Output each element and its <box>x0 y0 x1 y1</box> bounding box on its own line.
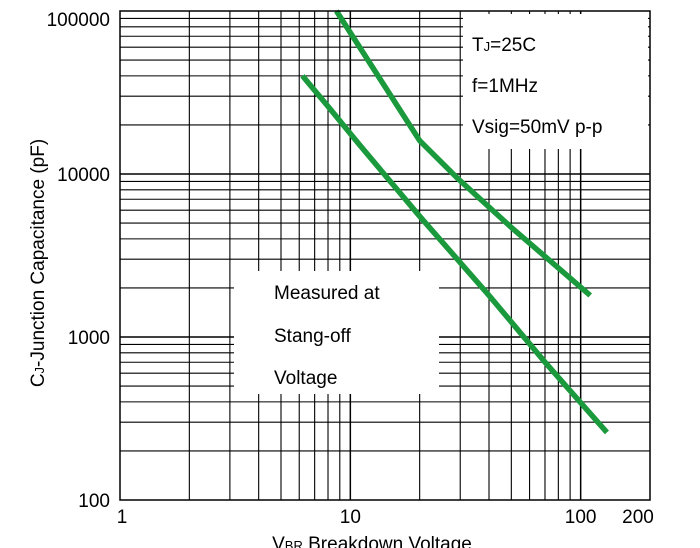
measured-box <box>234 271 439 394</box>
x-tick-label: 1 <box>117 507 128 528</box>
y-tick-label: 100000 <box>47 10 110 31</box>
annotation-frequency: f=1MHz <box>472 76 538 97</box>
x-tick-label: 10 <box>340 507 361 528</box>
annotation-measured-line-2: Stang-off <box>274 326 351 347</box>
annotation-tj: TJ=25C <box>472 35 536 56</box>
y-axis-title: CJ-Junction Capacitance (pF) <box>28 139 49 387</box>
annotation-vsig: Vsig=50mV p-p <box>472 117 602 138</box>
series-group <box>300 9 609 435</box>
x-axis-title-rest: Breakdown Voltage <box>303 534 472 548</box>
annotation-tj-main: T <box>472 35 484 56</box>
plot-frame <box>119 10 651 501</box>
x-axis-title-sub: BR <box>285 538 303 548</box>
x-axis-title: VBR Breakdown Voltage <box>272 534 472 548</box>
annotation-measured-line-3: Voltage <box>274 368 337 389</box>
x-tick-label: 200 <box>622 507 654 528</box>
series-line-2 <box>300 74 609 435</box>
y-axis-title-rest: -Junction Capacitance (pF) <box>28 139 49 367</box>
y-axis-title-sub: J <box>32 367 47 374</box>
annotation-tj-rest: =25C <box>490 35 536 56</box>
series-line-1 <box>334 9 592 298</box>
y-tick-label: 10000 <box>57 165 110 186</box>
y-axis-title-main: C <box>28 373 49 387</box>
y-tick-label: 1000 <box>68 328 110 349</box>
y-tick-label: 100 <box>78 491 110 512</box>
annotation-measured-line-1: Measured at <box>274 283 380 304</box>
x-tick-labels: 1 10 100 200 <box>117 507 654 528</box>
annotation-tj-sub: J <box>484 39 491 54</box>
conditions-box <box>463 14 648 149</box>
x-axis-title-main: V <box>272 534 285 548</box>
y-tick-labels: 100000 10000 1000 100 <box>47 10 110 512</box>
x-tick-label: 100 <box>565 507 597 528</box>
